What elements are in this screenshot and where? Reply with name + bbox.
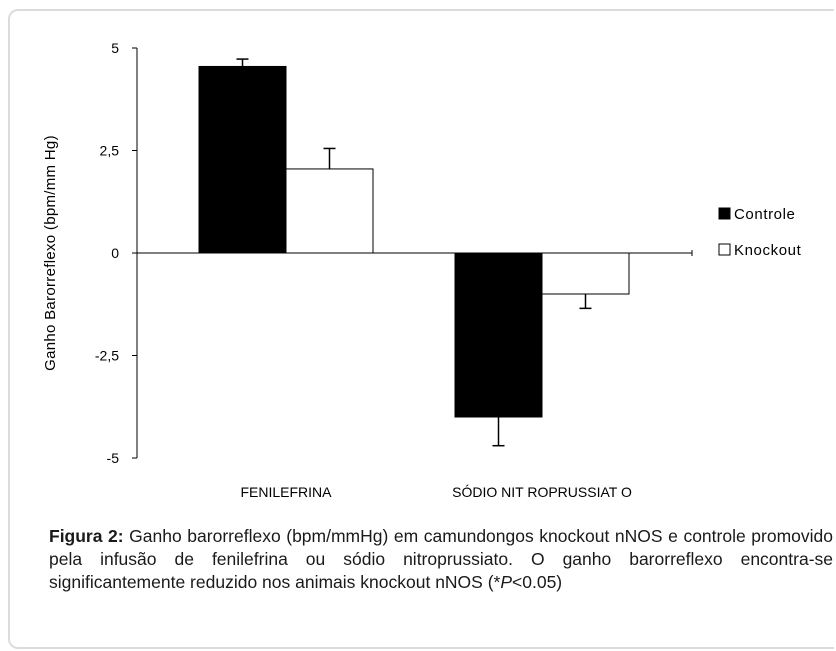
y-tick-label: 5	[111, 40, 119, 56]
caption-text: Ganho barorreflexo (bpm/mmHg) em camundo…	[49, 526, 833, 592]
y-tick-label: -5	[107, 450, 120, 466]
figure-caption: Figura 2: Ganho barorreflexo (bpm/mmHg) …	[49, 525, 833, 594]
bar-controle	[198, 65, 287, 254]
y-tick-label: -2,5	[95, 348, 119, 364]
legend-label-controle: Controle	[734, 206, 796, 223]
category-label: SÓDIO NIT ROPRUSSIAT O	[452, 484, 632, 500]
figure-frame	[8, 9, 834, 649]
legend-label-knockout: Knockout	[734, 242, 802, 259]
caption-p-symbol: P	[500, 572, 513, 592]
y-tick-label: 2,5	[100, 143, 120, 159]
bar-knockout	[541, 252, 630, 295]
legend-swatch-knockout	[718, 243, 731, 256]
legend-swatch-controle	[718, 207, 731, 220]
bar-chart: 5 2,5 0 -2,5 -5 Ganho Barorreflexo (bpm/mm Hg…	[42, 40, 802, 500]
bar-controle	[454, 252, 543, 418]
caption-label: Figura 2:	[49, 526, 124, 546]
y-tick-label: 0	[111, 245, 119, 261]
category-label: FENILEFRINA	[240, 484, 332, 500]
caption-text-end: <0.05)	[512, 572, 563, 592]
y-axis-title: Ganho Barorreflexo (bpm/mm Hg)	[42, 135, 59, 371]
bar-knockout	[285, 168, 374, 254]
